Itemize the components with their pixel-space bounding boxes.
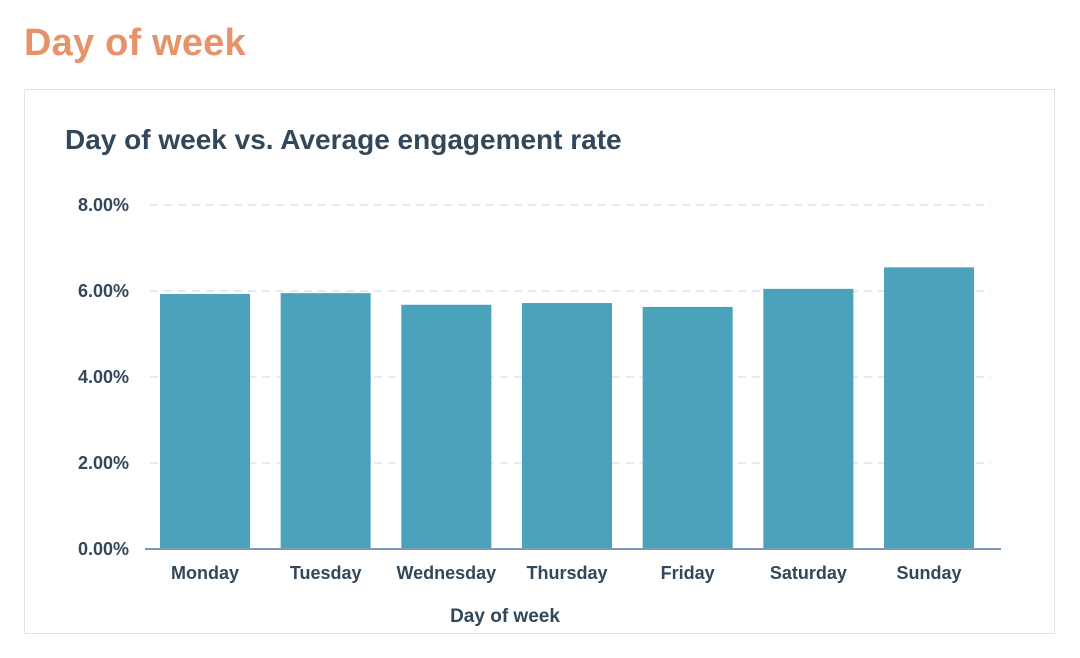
y-tick-label: 6.00% [78,281,129,301]
chart-card: Day of week vs. Average engagement rate … [24,89,1055,634]
bar-sunday[interactable] [884,267,975,549]
x-tick-label-wednesday: Wednesday [396,563,496,583]
bar-monday[interactable] [160,294,250,549]
x-axis-ticks: Monday Tuesday Wednesday Thursday Friday Satu… [171,563,962,583]
bar-tuesday[interactable] [280,293,371,549]
x-tick-label-sunday: Sunday [897,563,962,583]
bar-saturday[interactable] [763,288,854,549]
chart-title: Day of week vs. Average engagement rate [65,124,622,155]
y-axis-ticks: 0.00% 2.00% 4.00% 6.00% 8.00% [78,195,129,559]
bar-friday[interactable] [642,306,733,549]
x-tick-label-tuesday: Tuesday [290,563,362,583]
x-axis-title: Day of week [450,606,560,627]
bar-chart: 0.00% 2.00% 4.00% 6.00% 8.00% Monday Tuesday W… [78,195,1001,627]
x-tick-label-friday: Friday [661,563,715,583]
bar-wednesday[interactable] [401,304,492,549]
section-title: Day of week [24,22,246,64]
x-tick-label-saturday: Saturday [770,563,847,583]
bars [160,267,975,549]
x-tick-label-monday: Monday [171,563,239,583]
y-tick-label: 4.00% [78,367,129,387]
y-tick-label: 8.00% [78,195,129,215]
y-tick-label: 2.00% [78,453,129,473]
x-tick-label-thursday: Thursday [526,563,607,583]
y-tick-label: 0.00% [78,539,129,559]
bar-thursday[interactable] [522,303,613,549]
